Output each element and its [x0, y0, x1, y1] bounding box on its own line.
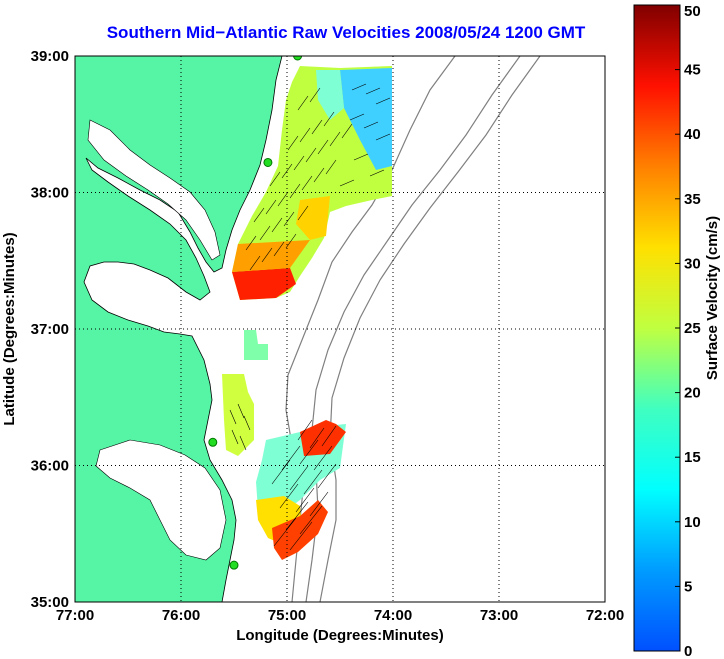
station-marker: [229, 560, 239, 570]
x-tick-label: 77:00: [56, 607, 94, 624]
y-tick-label: 38:00: [31, 185, 69, 202]
chart-title: Southern Mid−Atlantic Raw Velocities 200…: [107, 23, 586, 42]
colorbar-tick-label: 45: [684, 62, 701, 79]
x-tick-labels: 77:00 76:00 75:00 74:00 73:00 72:00: [56, 607, 624, 624]
colorbar-tick-label: 50: [684, 3, 701, 20]
colorbar-tick-label: 15: [684, 449, 701, 466]
grid-lines: [75, 56, 605, 602]
north-velocity-field: [232, 66, 392, 300]
colorbar-tick-label: 5: [684, 578, 692, 595]
colorbar-tick-label: 35: [684, 191, 701, 208]
x-tick-label: 73:00: [480, 607, 518, 624]
y-tick-labels: 39:00 38:00 37:00 36:00 35:00: [31, 48, 69, 611]
x-tick-label: 75:00: [268, 607, 306, 624]
plot-frame: [74, 55, 606, 603]
colorbar-tick-label: 25: [684, 320, 701, 337]
bathymetry-contours: [285, 56, 541, 602]
y-axis-label: Latitude (Degrees:Minutes): [1, 232, 18, 425]
colorbar-tick-label: 0: [684, 643, 692, 659]
x-tick-label: 76:00: [162, 607, 200, 624]
station-marker: [263, 157, 273, 167]
colorbar-tick-label: 30: [684, 255, 701, 272]
colorbar-tick-label: 10: [684, 514, 701, 531]
colorbar-label: Surface Velocity (cm/s): [704, 216, 721, 380]
x-tick-label: 72:00: [586, 607, 624, 624]
station-marker: [208, 437, 218, 447]
plot-area: [74, 55, 606, 603]
y-tick-label: 37:00: [31, 321, 69, 338]
y-tick-label: 35:00: [31, 594, 69, 611]
colorbar-tick-label: 20: [684, 385, 701, 402]
bay-water: [87, 119, 221, 261]
y-tick-label: 36:00: [31, 458, 69, 475]
station-marker: [293, 56, 303, 61]
colorbar-gradient: [633, 4, 681, 652]
middle-velocity-field: [222, 330, 268, 456]
station-markers: [208, 56, 303, 570]
x-axis-label: Longitude (Degrees:Minutes): [236, 627, 444, 644]
south-velocity-field: [256, 419, 346, 560]
sound-water: [95, 439, 227, 561]
x-tick-label: 74:00: [374, 607, 412, 624]
y-tick-label: 39:00: [31, 48, 69, 65]
colorbar-tick-label: 40: [684, 126, 701, 143]
